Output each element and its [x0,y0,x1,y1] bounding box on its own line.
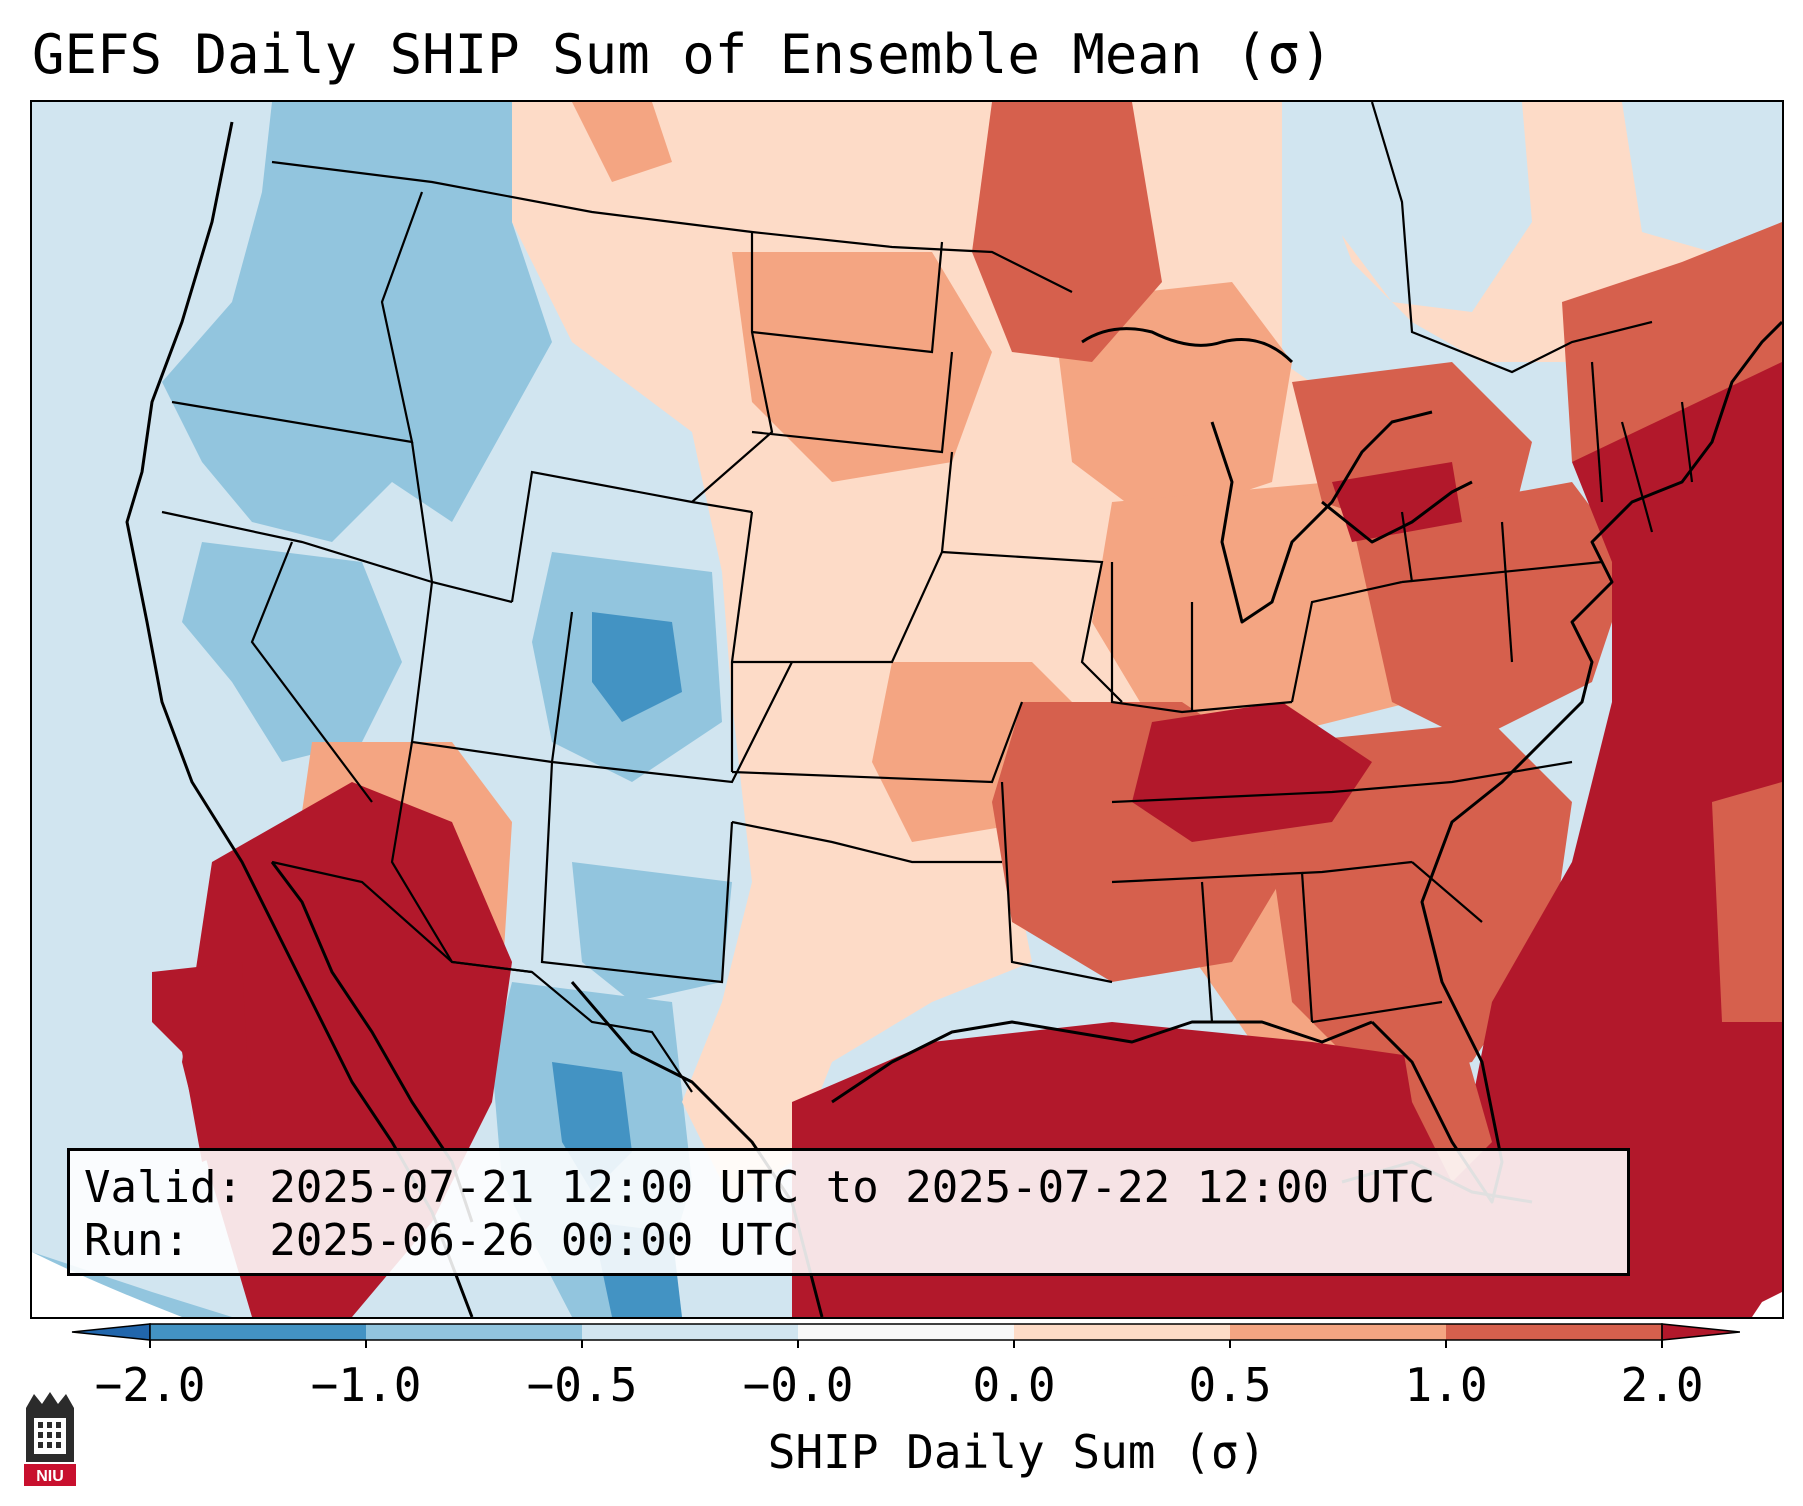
colorbar-bin [582,1324,798,1340]
colorbar-tick-label: 2.0 [1620,1358,1704,1412]
darkred-pacific-offshore [152,962,252,1162]
colorbar-tick-label: 1.0 [1404,1358,1488,1412]
colorbar-over-extension [1661,1323,1740,1341]
colorbar-tick-label: 0.0 [972,1358,1056,1412]
colorbar-outline [149,1323,1663,1341]
map-title: GEFS Daily SHIP Sum of Ensemble Mean (σ) [32,23,1333,86]
darkred-tennessee [1132,702,1372,842]
colorbar-bin [1014,1324,1230,1340]
red-appalachia [1352,482,1632,742]
colorbar-tick-label: −2.0 [94,1358,206,1412]
colorbar-bin [798,1324,1014,1340]
domain-edge-bottom-left [32,1252,182,1317]
colorbar-tick-label: 0.5 [1188,1358,1272,1412]
ship-anomaly-map [32,102,1782,1317]
blue-darker-colorado [592,612,682,722]
salmon-north-plains [732,252,992,482]
colorbar-bin [150,1324,366,1340]
colorbar [71,1323,1740,1348]
blue-field-northwest [162,102,552,542]
colorbar-tick-label: −1.0 [310,1358,422,1412]
salmon-canada-north [572,102,672,182]
salmon-florida [1392,982,1492,1182]
domain-edge-bottom-right [1752,1292,1782,1317]
run-time-text: Run: 2025-06-26 00:00 UTC [84,1215,800,1266]
valid-time-text: Valid: 2025-07-21 12:00 UTC to 2025-07-2… [84,1162,1436,1213]
colorbar-axis-label: SHIP Daily Sum (σ) [767,1425,1267,1479]
darkred-atlantic [1452,362,1782,1317]
light-blue-labrador [1622,102,1782,252]
darkred-lake-erie [1332,462,1462,542]
colorbar-bin [366,1324,582,1340]
blue-field-great-basin [182,542,402,762]
salmon-atlantic-patch [1712,782,1782,1022]
colorbar-tick-label: −0.5 [526,1358,638,1412]
valid-run-info-box: Valid: 2025-07-21 12:00 UTC to 2025-07-2… [67,1148,1630,1276]
niu-logo-icon: NIU [24,1392,76,1486]
colorbar-bin [1230,1324,1446,1340]
salmon-great-lakes [1052,282,1292,522]
state-borders [161,102,1694,1093]
colorbar-bin [1446,1324,1662,1340]
blue-field-new-mexico [572,862,732,1002]
map-panel [30,100,1784,1319]
colorbar-tick-label: −0.0 [742,1358,854,1412]
light-blue-ontario [1292,102,1532,312]
logo-text: NIU [36,1468,64,1485]
red-canada-east [972,102,1162,362]
colorbar-under-extension [71,1323,151,1341]
